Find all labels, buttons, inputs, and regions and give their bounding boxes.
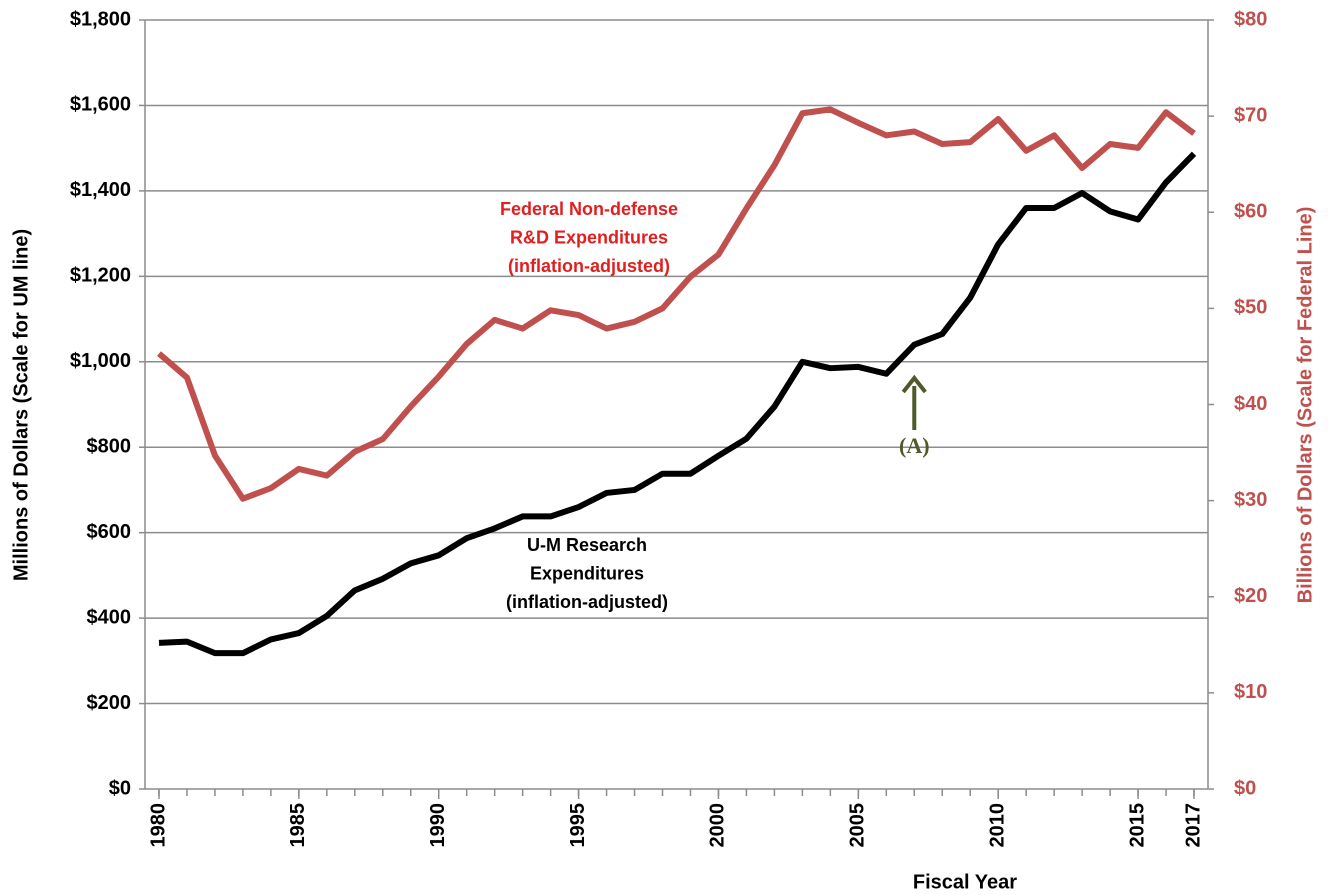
series-label: (inflation-adjusted) [508, 256, 670, 276]
x-tick-label: 2015 [1126, 803, 1148, 848]
y-tick-label: $200 [87, 692, 132, 714]
y-axis-title: Millions of Dollars (Scale for UM line) [10, 229, 32, 581]
y2-tick-label: $40 [1234, 393, 1267, 415]
x-tick-label: 2010 [986, 803, 1008, 848]
y-tick-label: $1,000 [70, 350, 131, 372]
x-tick-label: 1990 [427, 803, 449, 848]
y-tick-label: $600 [87, 521, 132, 543]
x-tick-label: 1995 [567, 803, 589, 848]
series-label: U-M Research [527, 535, 647, 555]
y2-tick-label: $10 [1234, 681, 1267, 703]
y-tick-label: $1,600 [70, 94, 131, 116]
y2-tick-label: $20 [1234, 585, 1267, 607]
y-tick-label: $0 [109, 777, 131, 799]
series-line [158, 151, 1197, 657]
series-label: Expenditures [530, 563, 644, 583]
y2-tick-label: $30 [1234, 489, 1267, 511]
y2-tick-label: $70 [1234, 104, 1267, 126]
y2-tick-label: $80 [1234, 8, 1267, 30]
y2-tick-label: $50 [1234, 297, 1267, 319]
annotation-label: (A) [899, 433, 930, 458]
y2-axis-title: Billions of Dollars (Scale for Federal L… [1294, 207, 1316, 604]
y2-tick-label: $0 [1234, 777, 1256, 799]
y-tick-label: $1,200 [70, 265, 131, 287]
x-tick-label: 2000 [707, 803, 729, 848]
x-tick-label: 2017 [1182, 803, 1204, 848]
y-tick-label: $800 [87, 436, 132, 458]
series-label: R&D Expenditures [510, 227, 668, 247]
x-axis-title: Fiscal Year [913, 871, 1017, 893]
y-tick-label: $400 [87, 606, 132, 628]
y-tick-label: $1,400 [70, 179, 131, 201]
x-tick-label: 1985 [287, 803, 309, 848]
annotation-arrowhead [901, 374, 927, 394]
y2-tick-label: $60 [1234, 201, 1267, 223]
x-tick-label: 1980 [147, 803, 169, 848]
series-line [157, 106, 1196, 502]
series-label: (inflation-adjusted) [506, 592, 668, 612]
x-tick-label: 2005 [847, 803, 869, 848]
series-label: Federal Non-defense [500, 199, 678, 219]
y-tick-label: $1,800 [70, 8, 131, 30]
